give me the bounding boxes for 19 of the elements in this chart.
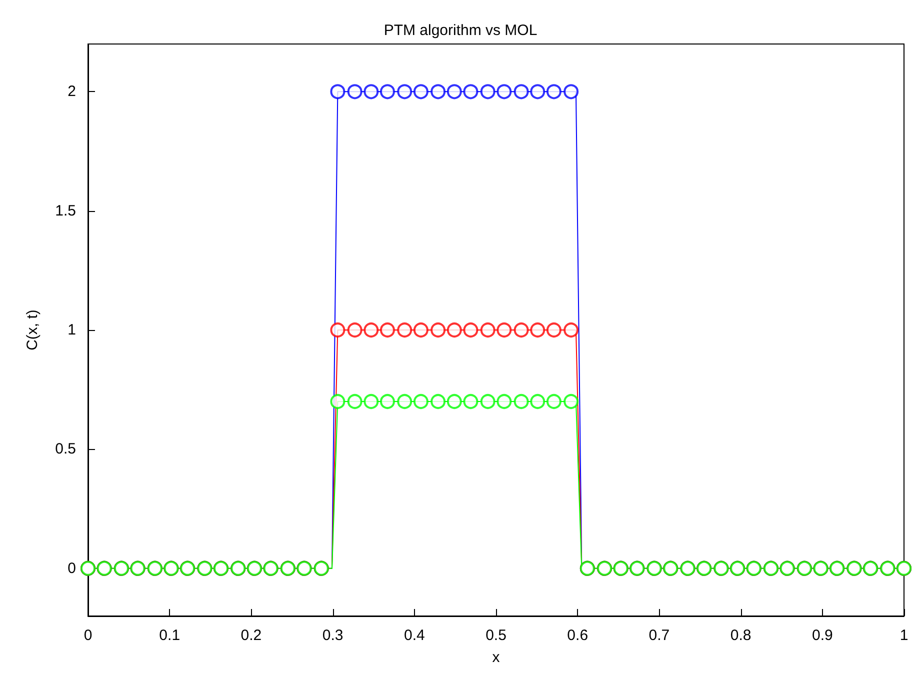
- x-tick-label: 0.3: [322, 627, 344, 644]
- chart-title: PTM algorithm vs MOL: [384, 22, 538, 39]
- x-tick-label: 0.1: [159, 627, 180, 644]
- x-tick-label: 0: [84, 627, 92, 644]
- x-tick-label: 0.8: [730, 627, 752, 644]
- y-tick-label: 0.5: [55, 440, 76, 458]
- x-tick-label: 1: [900, 627, 908, 644]
- x-tick-label: 0.4: [404, 627, 425, 644]
- y-tick-label: 0: [68, 560, 76, 577]
- y-axis-title: C(x, t): [24, 310, 41, 350]
- x-tick-label: 0.7: [648, 627, 670, 644]
- x-tick-label: 0.9: [812, 627, 833, 644]
- x-tick-label: 0.2: [240, 627, 262, 644]
- y-tick-label: 1.5: [55, 202, 76, 220]
- x-tick-label: 0.6: [567, 627, 588, 644]
- x-axis-title: x: [492, 649, 500, 666]
- y-tick-label: 1: [68, 322, 76, 338]
- y-tick-label: 2: [68, 83, 76, 100]
- x-tick-label: 0.5: [486, 627, 506, 644]
